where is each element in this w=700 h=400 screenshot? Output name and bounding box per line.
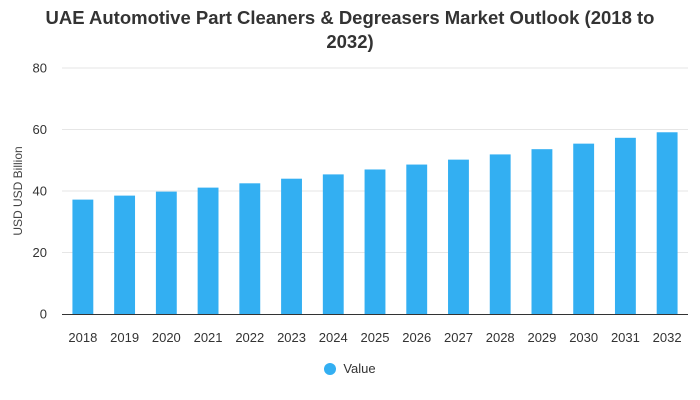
x-tick-label: 2024 (319, 330, 348, 345)
bar-2026 (406, 164, 428, 314)
x-tick-label: 2018 (68, 330, 97, 345)
x-tick-label: 2029 (527, 330, 556, 345)
legend-swatch-value (324, 362, 337, 375)
x-tick-label: 2023 (277, 330, 306, 345)
bar-2030 (573, 143, 595, 314)
x-tick-label: 2030 (569, 330, 598, 345)
bar-2027 (448, 159, 469, 314)
y-axis-label: USD USD Billion (11, 146, 25, 235)
x-tick-label: 2031 (611, 330, 640, 345)
y-tick-label: 0 (40, 307, 47, 322)
y-tick-label: 80 (33, 61, 47, 76)
x-tick-label: 2020 (152, 330, 181, 345)
y-tick-labels: 0 20 40 60 80 (33, 61, 47, 322)
bar-2021 (197, 187, 219, 314)
y-tick-label: 40 (33, 184, 47, 199)
x-tick-labels: 2018 2019 2020 2021 2022 2023 2024 2025 2026 2027… (68, 330, 681, 345)
bar-2028 (489, 154, 511, 314)
bar-2025 (364, 169, 386, 314)
x-tick-label: 2026 (402, 330, 431, 345)
bar-2031 (614, 137, 636, 314)
legend: Value (0, 361, 700, 376)
bar-2029 (531, 149, 553, 314)
x-tick-label: 2027 (444, 330, 473, 345)
x-tick-label: 2019 (110, 330, 139, 345)
x-tick-label: 2021 (194, 330, 223, 345)
bar-2024 (322, 174, 344, 314)
x-tick-label: 2025 (361, 330, 390, 345)
bar-2018 (72, 199, 94, 314)
bar-2019 (114, 195, 136, 314)
x-tick-label: 2028 (486, 330, 515, 345)
chart-title-line-2: 2032) (326, 31, 374, 52)
legend-label-value: Value (343, 361, 376, 376)
bar-2023 (281, 178, 302, 314)
y-tick-label: 60 (33, 122, 47, 137)
x-tick-label: 2022 (235, 330, 264, 345)
bar-2022 (239, 183, 261, 314)
chart-title-line-1: UAE Automotive Part Cleaners & Degreaser… (45, 7, 655, 28)
chart-title: UAE Automotive Part Cleaners & Degreaser… (0, 6, 700, 54)
x-tick-label: 2032 (653, 330, 682, 345)
bars (72, 132, 678, 314)
y-tick-label: 20 (33, 245, 47, 260)
bar-2032 (656, 132, 678, 314)
bar-2020 (155, 191, 177, 314)
